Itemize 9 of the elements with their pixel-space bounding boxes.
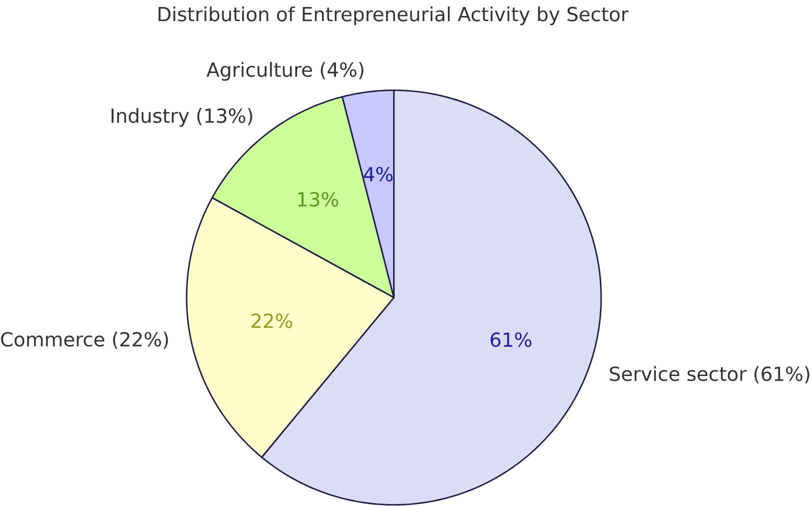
data-label: 22% <box>252 314 292 328</box>
slice-label: Industry (13%) <box>112 108 252 127</box>
data-label: 13% <box>298 192 338 207</box>
data-label: 4% <box>364 167 393 182</box>
data-label: 61% <box>490 332 532 348</box>
chart-title: Distribution of Entrepreneurial Activity by Sector <box>158 6 629 26</box>
slice-label: Commerce (22%) <box>1 332 168 350</box>
slice-label: Agriculture (4%) <box>206 62 364 81</box>
slice-label: Service sector (61%) <box>610 366 810 384</box>
